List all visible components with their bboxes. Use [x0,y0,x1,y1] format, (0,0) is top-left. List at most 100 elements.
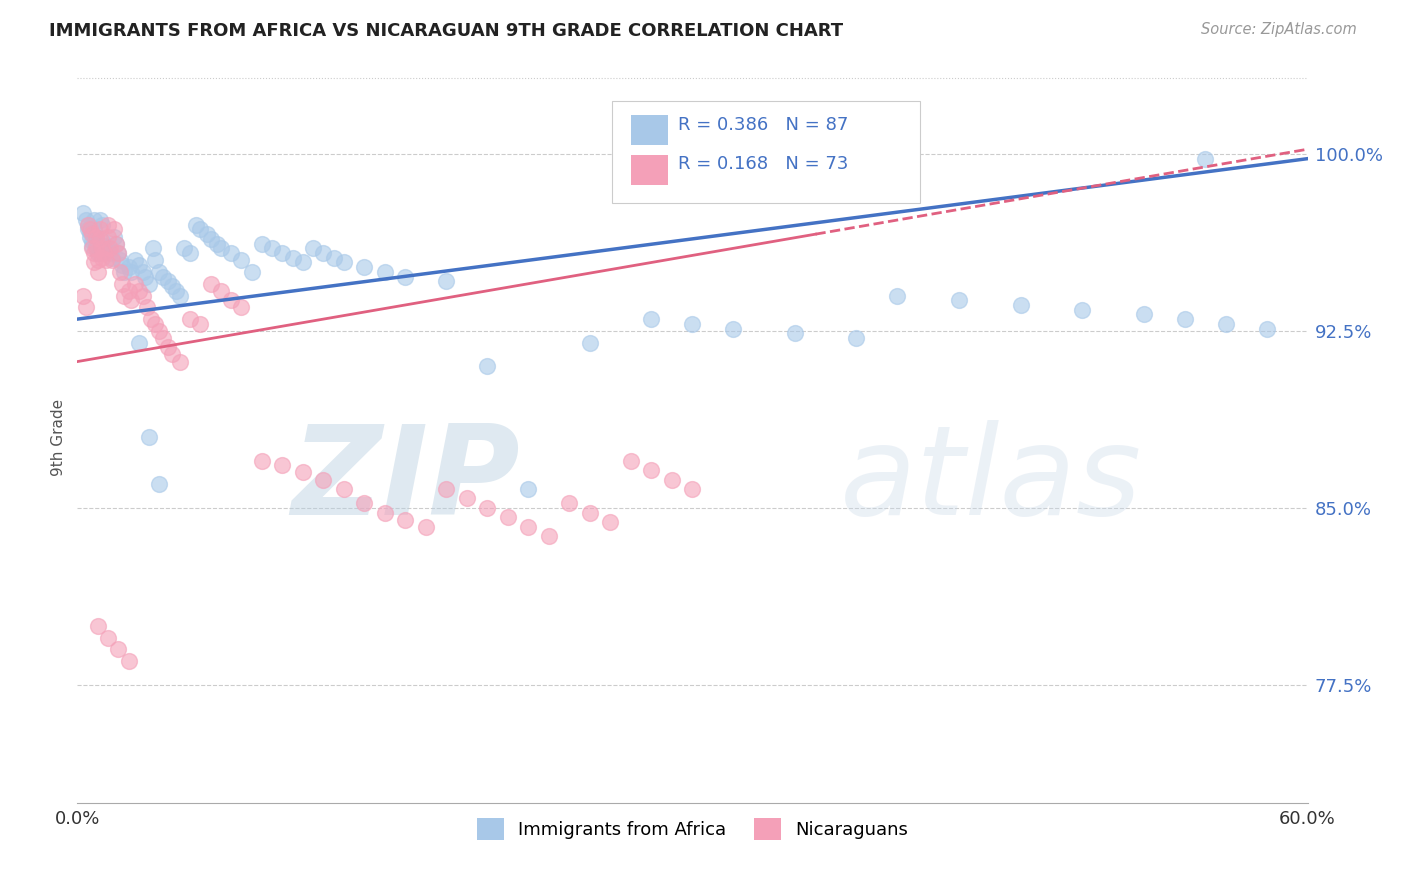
Point [114,265,136,279]
Point [84,236,107,251]
Point [90,218,114,232]
Point [205,236,228,251]
Point [281,251,304,265]
Point [1194,152,1216,166]
Point [80,241,103,255]
Point [94,244,117,258]
Point [83,222,105,236]
Point [209,284,232,298]
Point [250,453,273,467]
Point [231,253,253,268]
Point [682,317,704,331]
Point [169,354,191,368]
Point [90,234,114,248]
Point [322,251,344,265]
Point [169,288,191,302]
Point [94,253,117,268]
Point [89,222,111,236]
Point [302,241,325,255]
Point [1071,302,1094,317]
Point [93,239,115,253]
Point [89,232,111,246]
Point [120,293,142,308]
Point [156,274,179,288]
Point [97,631,120,645]
Point [186,218,208,232]
Point [72,288,94,302]
Point [124,277,146,291]
Point [394,269,416,284]
Point [84,241,107,255]
Point [845,331,868,345]
Point [79,222,101,236]
Point [219,293,242,308]
Point [477,500,499,515]
Point [579,335,602,350]
Point [98,241,121,255]
Point [93,246,115,260]
Point [111,258,134,272]
Point [141,312,163,326]
Point [537,529,560,543]
Point [117,654,139,668]
Point [84,229,107,244]
Point [143,253,166,268]
Point [353,496,375,510]
Point [496,510,519,524]
Point [156,340,179,354]
Point [134,269,156,284]
Point [132,288,155,302]
Point [84,229,107,244]
Point [128,284,150,298]
Point [148,324,170,338]
Point [87,265,110,279]
Text: IMMIGRANTS FROM AFRICA VS NICARAGUAN 9TH GRADE CORRELATION CHART: IMMIGRANTS FROM AFRICA VS NICARAGUAN 9TH… [49,22,844,40]
Point [80,227,103,242]
Point [415,520,437,534]
Point [87,246,110,260]
Point [148,265,170,279]
Point [188,222,212,236]
Point [152,331,174,345]
Point [173,241,195,255]
Point [640,463,662,477]
Point [948,293,970,308]
Point [333,255,356,269]
Point [374,506,396,520]
Text: atlas: atlas [841,420,1142,541]
Point [188,317,212,331]
Bar [631,155,668,185]
Point [89,213,111,227]
Point [72,206,94,220]
Point [107,246,129,260]
Point [558,496,581,510]
Point [120,265,142,279]
Point [87,253,110,268]
Point [579,506,602,520]
Point [101,251,124,265]
Point [599,515,621,529]
Point [240,265,263,279]
Point [886,288,908,302]
Bar [631,115,668,145]
Point [97,241,120,255]
Point [128,335,150,350]
Point [138,277,160,291]
Point [111,277,134,291]
Text: Source: ZipAtlas.com: Source: ZipAtlas.com [1201,22,1357,37]
Point [143,317,166,331]
Point [640,312,662,326]
Point [101,253,124,268]
Point [436,274,458,288]
Point [436,482,458,496]
Point [353,260,375,275]
Point [200,232,222,246]
Point [661,473,683,487]
Point [114,288,136,302]
Point [312,473,335,487]
Point [128,258,150,272]
Point [312,246,335,260]
Point [110,265,132,279]
Point [152,269,174,284]
Point [517,482,540,496]
